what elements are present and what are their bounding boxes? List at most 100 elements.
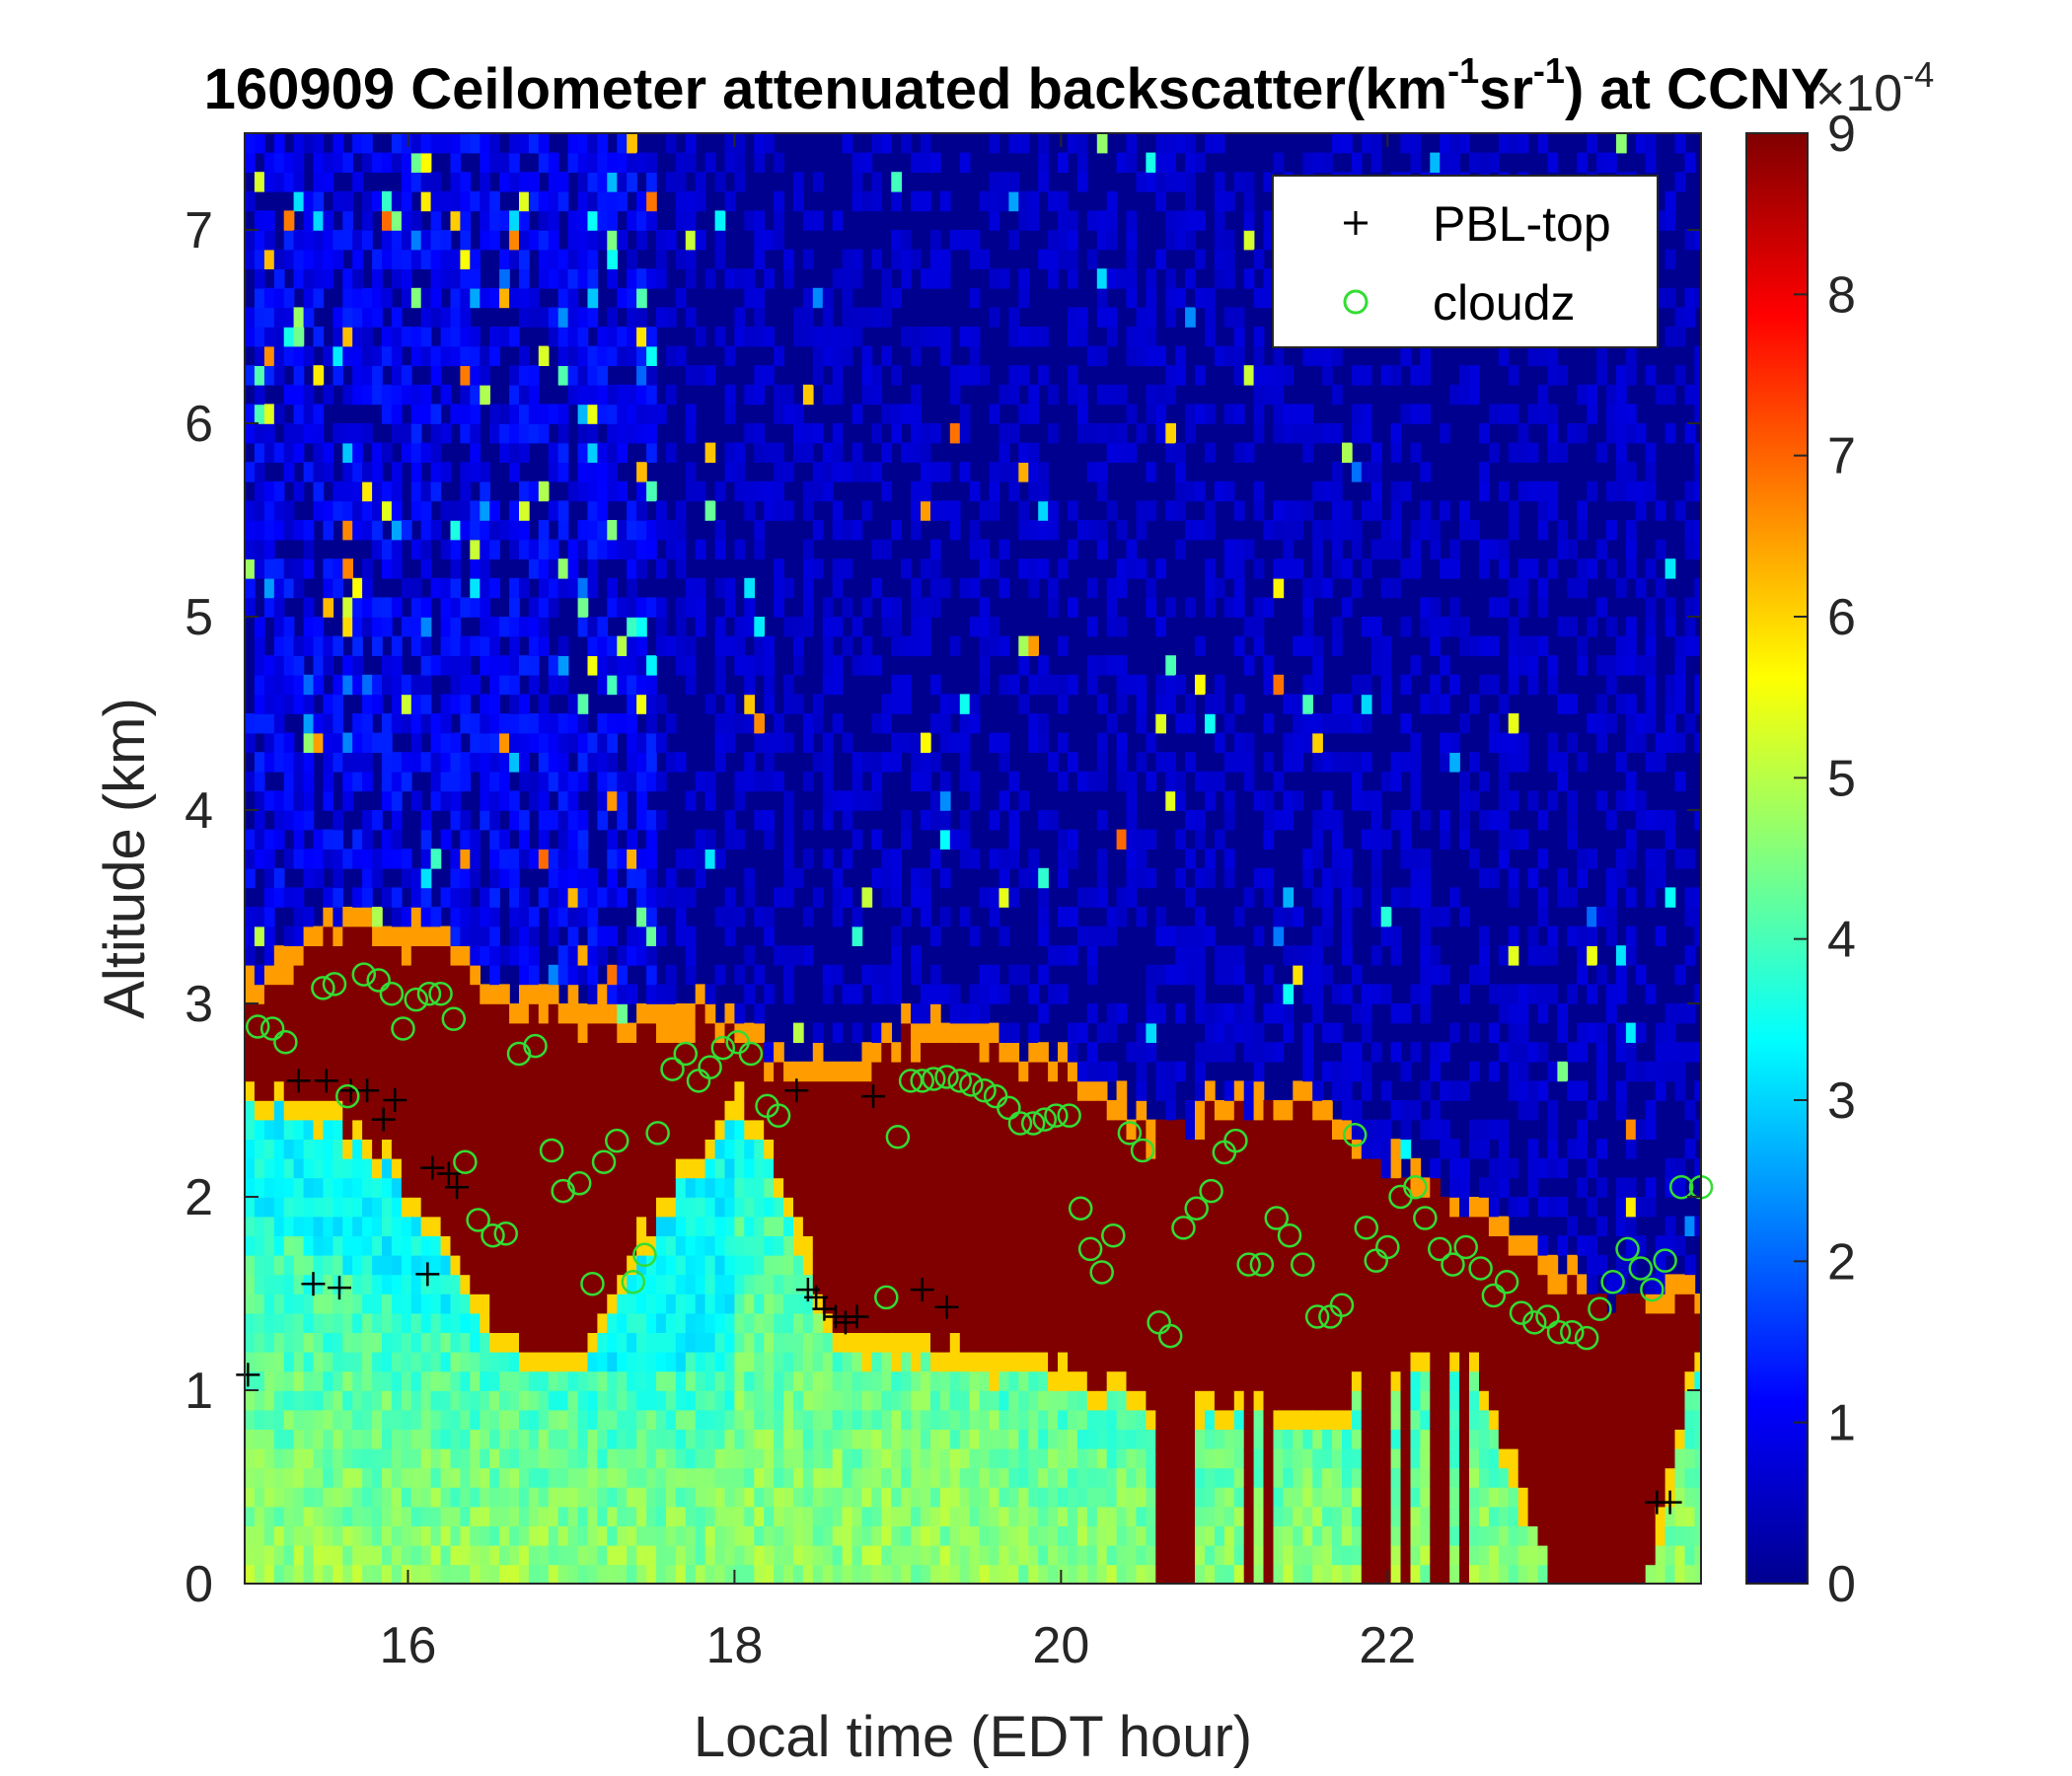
heatmap-cell (989, 1525, 1000, 1546)
heatmap-cell (509, 462, 520, 482)
heatmap-cell (245, 1216, 256, 1236)
heatmap-cell (724, 384, 736, 406)
heatmap-cell (567, 384, 579, 406)
heatmap-cell (391, 462, 403, 482)
heatmap-cell (1038, 1294, 1049, 1314)
heatmap-cell (754, 442, 765, 463)
heatmap-cell (333, 1564, 344, 1584)
heatmap-cell (480, 1216, 490, 1236)
heatmap-cell (822, 1544, 834, 1566)
heatmap-cell (901, 1274, 912, 1295)
heatmap-cell (528, 539, 540, 559)
heatmap-cell (930, 1061, 941, 1082)
heatmap-cell (999, 1235, 1010, 1256)
heatmap-cell (323, 1022, 334, 1043)
heatmap-cell (675, 1487, 687, 1508)
heatmap-cell (881, 1409, 892, 1430)
heatmap-cell (254, 481, 265, 502)
heatmap-cell (724, 1564, 736, 1584)
heatmap-cell (695, 1139, 706, 1159)
heatmap-cell (646, 713, 657, 734)
heatmap-cell (724, 1100, 736, 1121)
heatmap-cell (714, 1274, 726, 1295)
heatmap-cell (509, 384, 520, 406)
heatmap-cell (793, 1254, 804, 1276)
heatmap-cell (989, 635, 1000, 656)
heatmap-cell (333, 1525, 344, 1546)
heatmap-cell (352, 327, 363, 347)
heatmap-cell (323, 1216, 334, 1236)
heatmap-cell (921, 1100, 931, 1121)
heatmap-cell (724, 925, 736, 946)
heatmap-cell (323, 713, 334, 734)
heatmap-cell (969, 1467, 981, 1488)
heatmap-cell (283, 1544, 295, 1566)
heatmap-cell (627, 1119, 637, 1140)
heatmap-cell (333, 365, 344, 386)
heatmap-cell (685, 1177, 697, 1198)
heatmap-cell (979, 190, 991, 212)
heatmap-cell (254, 617, 265, 637)
heatmap-cell (783, 674, 794, 696)
heatmap-cell (617, 1467, 628, 1488)
heatmap-cell (1028, 1447, 1039, 1469)
heatmap-cell (450, 558, 462, 579)
heatmap-cell (704, 1390, 716, 1411)
heatmap-cell (979, 1447, 991, 1469)
heatmap-cell (724, 829, 736, 850)
heatmap-cell (1028, 1022, 1039, 1043)
heatmap-cell (391, 1429, 403, 1449)
heatmap-cell (783, 1274, 794, 1295)
heatmap-cell (1076, 1216, 1088, 1236)
heatmap-cell (293, 1177, 305, 1198)
heatmap-cell (372, 1100, 383, 1121)
heatmap-cell (969, 1119, 981, 1140)
heatmap-cell (577, 1235, 589, 1256)
heatmap-cell (744, 1139, 755, 1159)
heatmap-cell (999, 1119, 1010, 1140)
heatmap-cell (372, 307, 383, 328)
heatmap-cell (509, 867, 520, 889)
heatmap-cell (391, 1487, 403, 1508)
heatmap-cell (1076, 1312, 1088, 1333)
heatmap-cell (499, 1080, 510, 1101)
heatmap-cell (420, 1409, 432, 1430)
heatmap-cell (401, 1119, 412, 1140)
heatmap-cell (1058, 190, 1069, 212)
heatmap-cell (665, 1294, 677, 1314)
heatmap-cell (1048, 384, 1059, 406)
heatmap-cell (333, 674, 344, 696)
heatmap-cell (812, 1177, 824, 1198)
heatmap-cell (901, 1177, 912, 1198)
heatmap-cell (774, 1544, 784, 1566)
heatmap-cell (979, 1467, 991, 1488)
heatmap-cell (842, 327, 853, 347)
heatmap-cell (656, 1544, 667, 1566)
heatmap-cell (548, 327, 559, 347)
heatmap-cell (1058, 1544, 1069, 1566)
heatmap-cell (744, 577, 755, 599)
heatmap-cell (245, 1312, 256, 1333)
heatmap-cell (979, 1080, 991, 1101)
heatmap-cell (410, 133, 422, 154)
heatmap-cell (714, 1177, 726, 1198)
heatmap-cell (901, 1022, 912, 1043)
heatmap-cell (842, 1235, 853, 1256)
heatmap-cell (1028, 1370, 1039, 1391)
heatmap-cell (979, 1274, 991, 1295)
heatmap-cell (911, 423, 922, 444)
heatmap-cell (734, 1370, 746, 1391)
heatmap-cell (714, 1216, 726, 1236)
heatmap-cell (921, 1157, 931, 1179)
heatmap-cell (774, 1409, 784, 1430)
heatmap-cell (480, 1294, 490, 1314)
heatmap-cell (587, 1119, 599, 1140)
heatmap-cell (871, 752, 883, 773)
heatmap-cell (460, 1080, 472, 1101)
heatmap-cell (597, 1294, 609, 1314)
heatmap-cell (636, 1409, 647, 1430)
heatmap-cell (597, 810, 609, 831)
heatmap-cell (1058, 635, 1069, 656)
heatmap-cell (480, 694, 490, 714)
heatmap-cell (263, 1332, 275, 1353)
